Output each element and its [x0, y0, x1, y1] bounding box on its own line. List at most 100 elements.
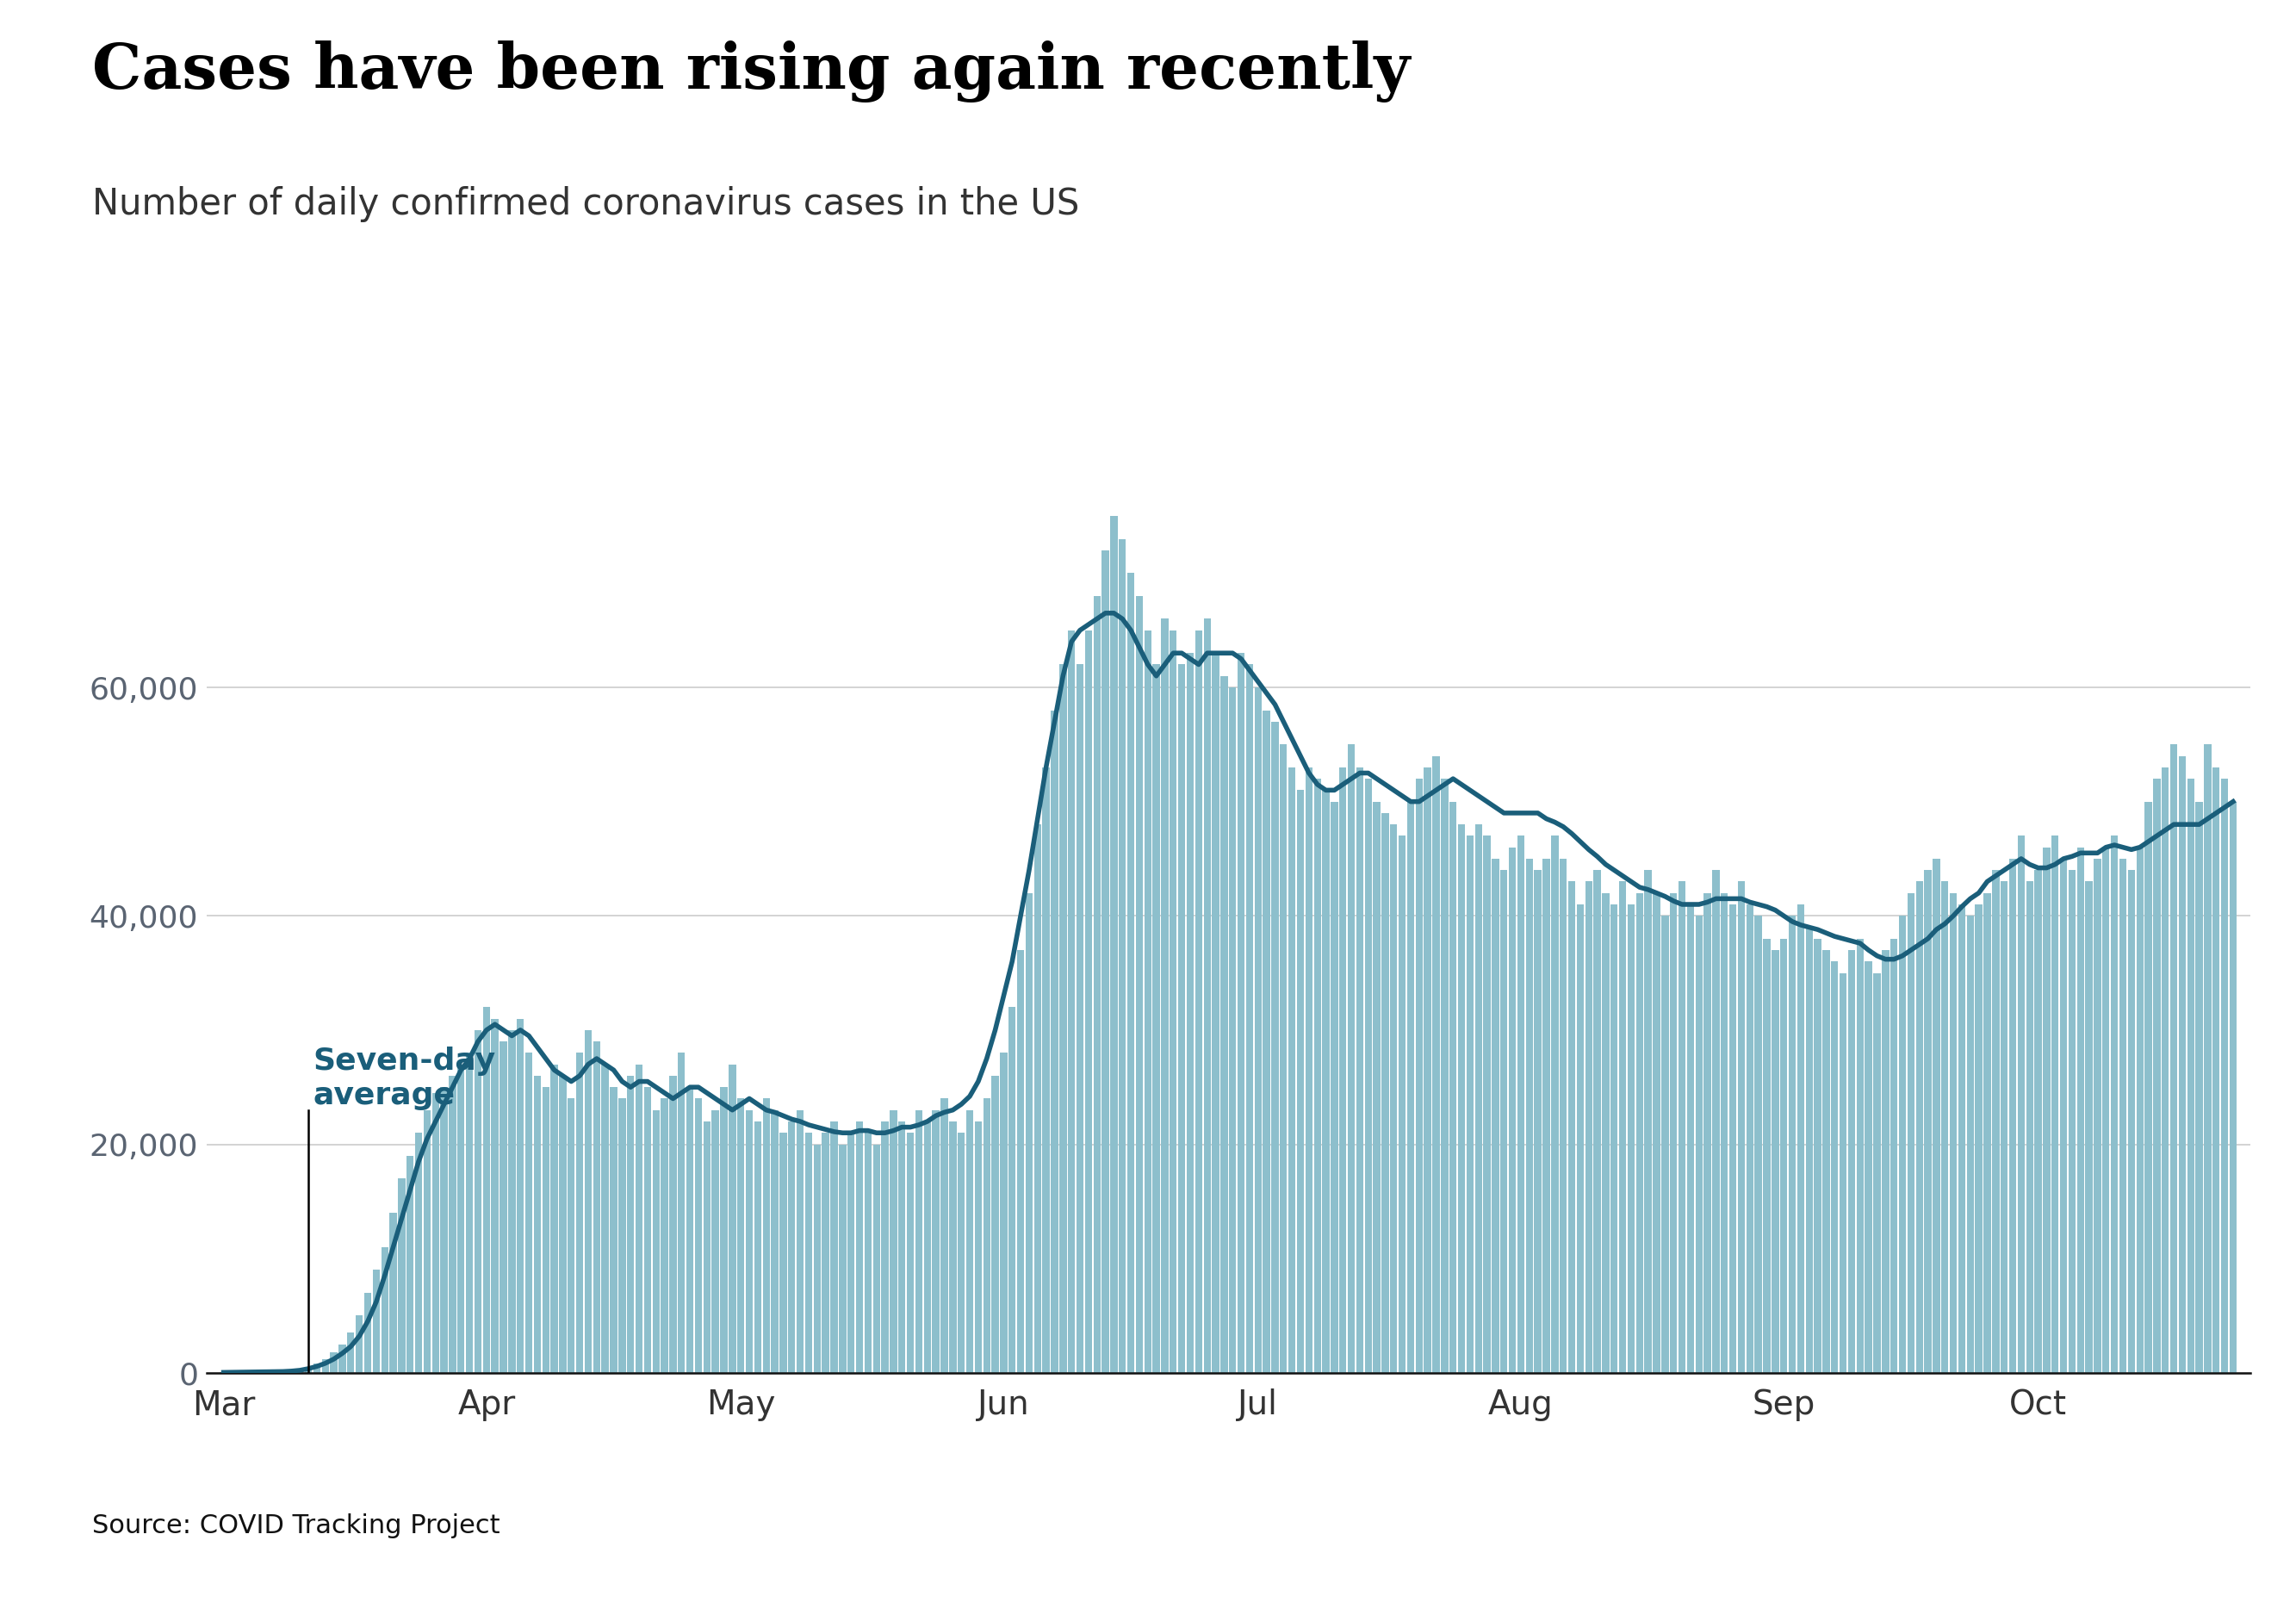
Bar [1584, 882, 1593, 1373]
Bar [2069, 870, 2076, 1373]
Bar [1729, 904, 1736, 1373]
Bar [1779, 938, 1786, 1373]
Bar [2163, 767, 2170, 1373]
Bar [618, 1098, 627, 1373]
Bar [813, 1145, 820, 1373]
Bar [441, 1087, 448, 1373]
Bar [1042, 767, 1049, 1373]
Bar [1339, 767, 1345, 1373]
Bar [1984, 893, 1991, 1373]
Bar [1593, 870, 1600, 1373]
Bar [1609, 904, 1619, 1373]
Bar [1857, 938, 1864, 1373]
Bar [1704, 893, 1711, 1373]
Bar [746, 1110, 753, 1373]
Bar [1628, 904, 1635, 1373]
Bar [1398, 837, 1405, 1373]
Bar [1483, 837, 1490, 1373]
Bar [703, 1121, 709, 1373]
Bar [1084, 630, 1093, 1373]
Bar [1968, 916, 1975, 1373]
Bar [2034, 870, 2041, 1373]
Bar [390, 1213, 397, 1373]
Bar [1272, 722, 1279, 1373]
Text: Source: COVID Tracking Project: Source: COVID Tracking Project [92, 1513, 501, 1539]
Bar [1949, 893, 1956, 1373]
Bar [891, 1110, 898, 1373]
Bar [1789, 916, 1795, 1373]
Bar [312, 1363, 321, 1373]
Bar [932, 1110, 939, 1373]
Bar [416, 1132, 422, 1373]
Bar [1543, 859, 1550, 1373]
Bar [1008, 1008, 1015, 1373]
Bar [1508, 848, 1515, 1373]
Bar [2085, 882, 2092, 1373]
Text: Number of daily confirmed coronavirus cases in the US: Number of daily confirmed coronavirus ca… [92, 186, 1079, 221]
Bar [687, 1087, 693, 1373]
Bar [643, 1087, 652, 1373]
Bar [948, 1121, 957, 1373]
Bar [728, 1064, 737, 1373]
Bar [822, 1132, 829, 1373]
Bar [551, 1064, 558, 1373]
Bar [1940, 882, 1949, 1373]
Bar [1357, 767, 1364, 1373]
Bar [1254, 688, 1261, 1373]
Bar [771, 1110, 778, 1373]
Bar [1127, 573, 1134, 1373]
Bar [1389, 824, 1398, 1373]
Bar [1442, 778, 1449, 1373]
Bar [1093, 596, 1100, 1373]
Bar [762, 1098, 769, 1373]
Bar [923, 1121, 930, 1373]
Bar [1568, 882, 1575, 1373]
Bar [517, 1019, 523, 1373]
Bar [974, 1121, 983, 1373]
Bar [652, 1110, 659, 1373]
Bar [1678, 882, 1685, 1373]
Bar [2220, 778, 2227, 1373]
Text: C: C [2170, 1526, 2193, 1560]
Bar [636, 1064, 643, 1373]
Bar [1178, 664, 1185, 1373]
Bar [1933, 859, 1940, 1373]
Bar [753, 1121, 762, 1373]
Bar [491, 1019, 498, 1373]
Bar [2103, 848, 2110, 1373]
Bar [1823, 950, 1830, 1373]
Bar [1527, 859, 1534, 1373]
Bar [1662, 916, 1669, 1373]
Bar [372, 1269, 379, 1373]
Bar [737, 1098, 744, 1373]
Bar [2195, 801, 2202, 1373]
Bar [2204, 745, 2211, 1373]
Bar [831, 1121, 838, 1373]
Bar [788, 1121, 794, 1373]
Bar [627, 1076, 634, 1373]
Bar [1763, 938, 1770, 1373]
Bar [321, 1360, 328, 1373]
Bar [2025, 882, 2034, 1373]
Bar [1026, 893, 1033, 1373]
Bar [432, 1093, 439, 1373]
Bar [2018, 837, 2025, 1373]
Bar [1754, 916, 1761, 1373]
Bar [1993, 870, 2000, 1373]
Bar [602, 1064, 608, 1373]
Bar [1052, 711, 1058, 1373]
Bar [916, 1110, 923, 1373]
Bar [2000, 882, 2007, 1373]
Bar [592, 1042, 599, 1373]
Bar [983, 1098, 990, 1373]
Bar [1915, 882, 1924, 1373]
Bar [422, 1110, 432, 1373]
Bar [1958, 904, 1965, 1373]
Bar [501, 1042, 507, 1373]
Bar [1653, 893, 1660, 1373]
Bar [992, 1076, 999, 1373]
Bar [1805, 927, 1814, 1373]
Bar [1212, 652, 1219, 1373]
Bar [2188, 778, 2195, 1373]
Bar [567, 1098, 574, 1373]
